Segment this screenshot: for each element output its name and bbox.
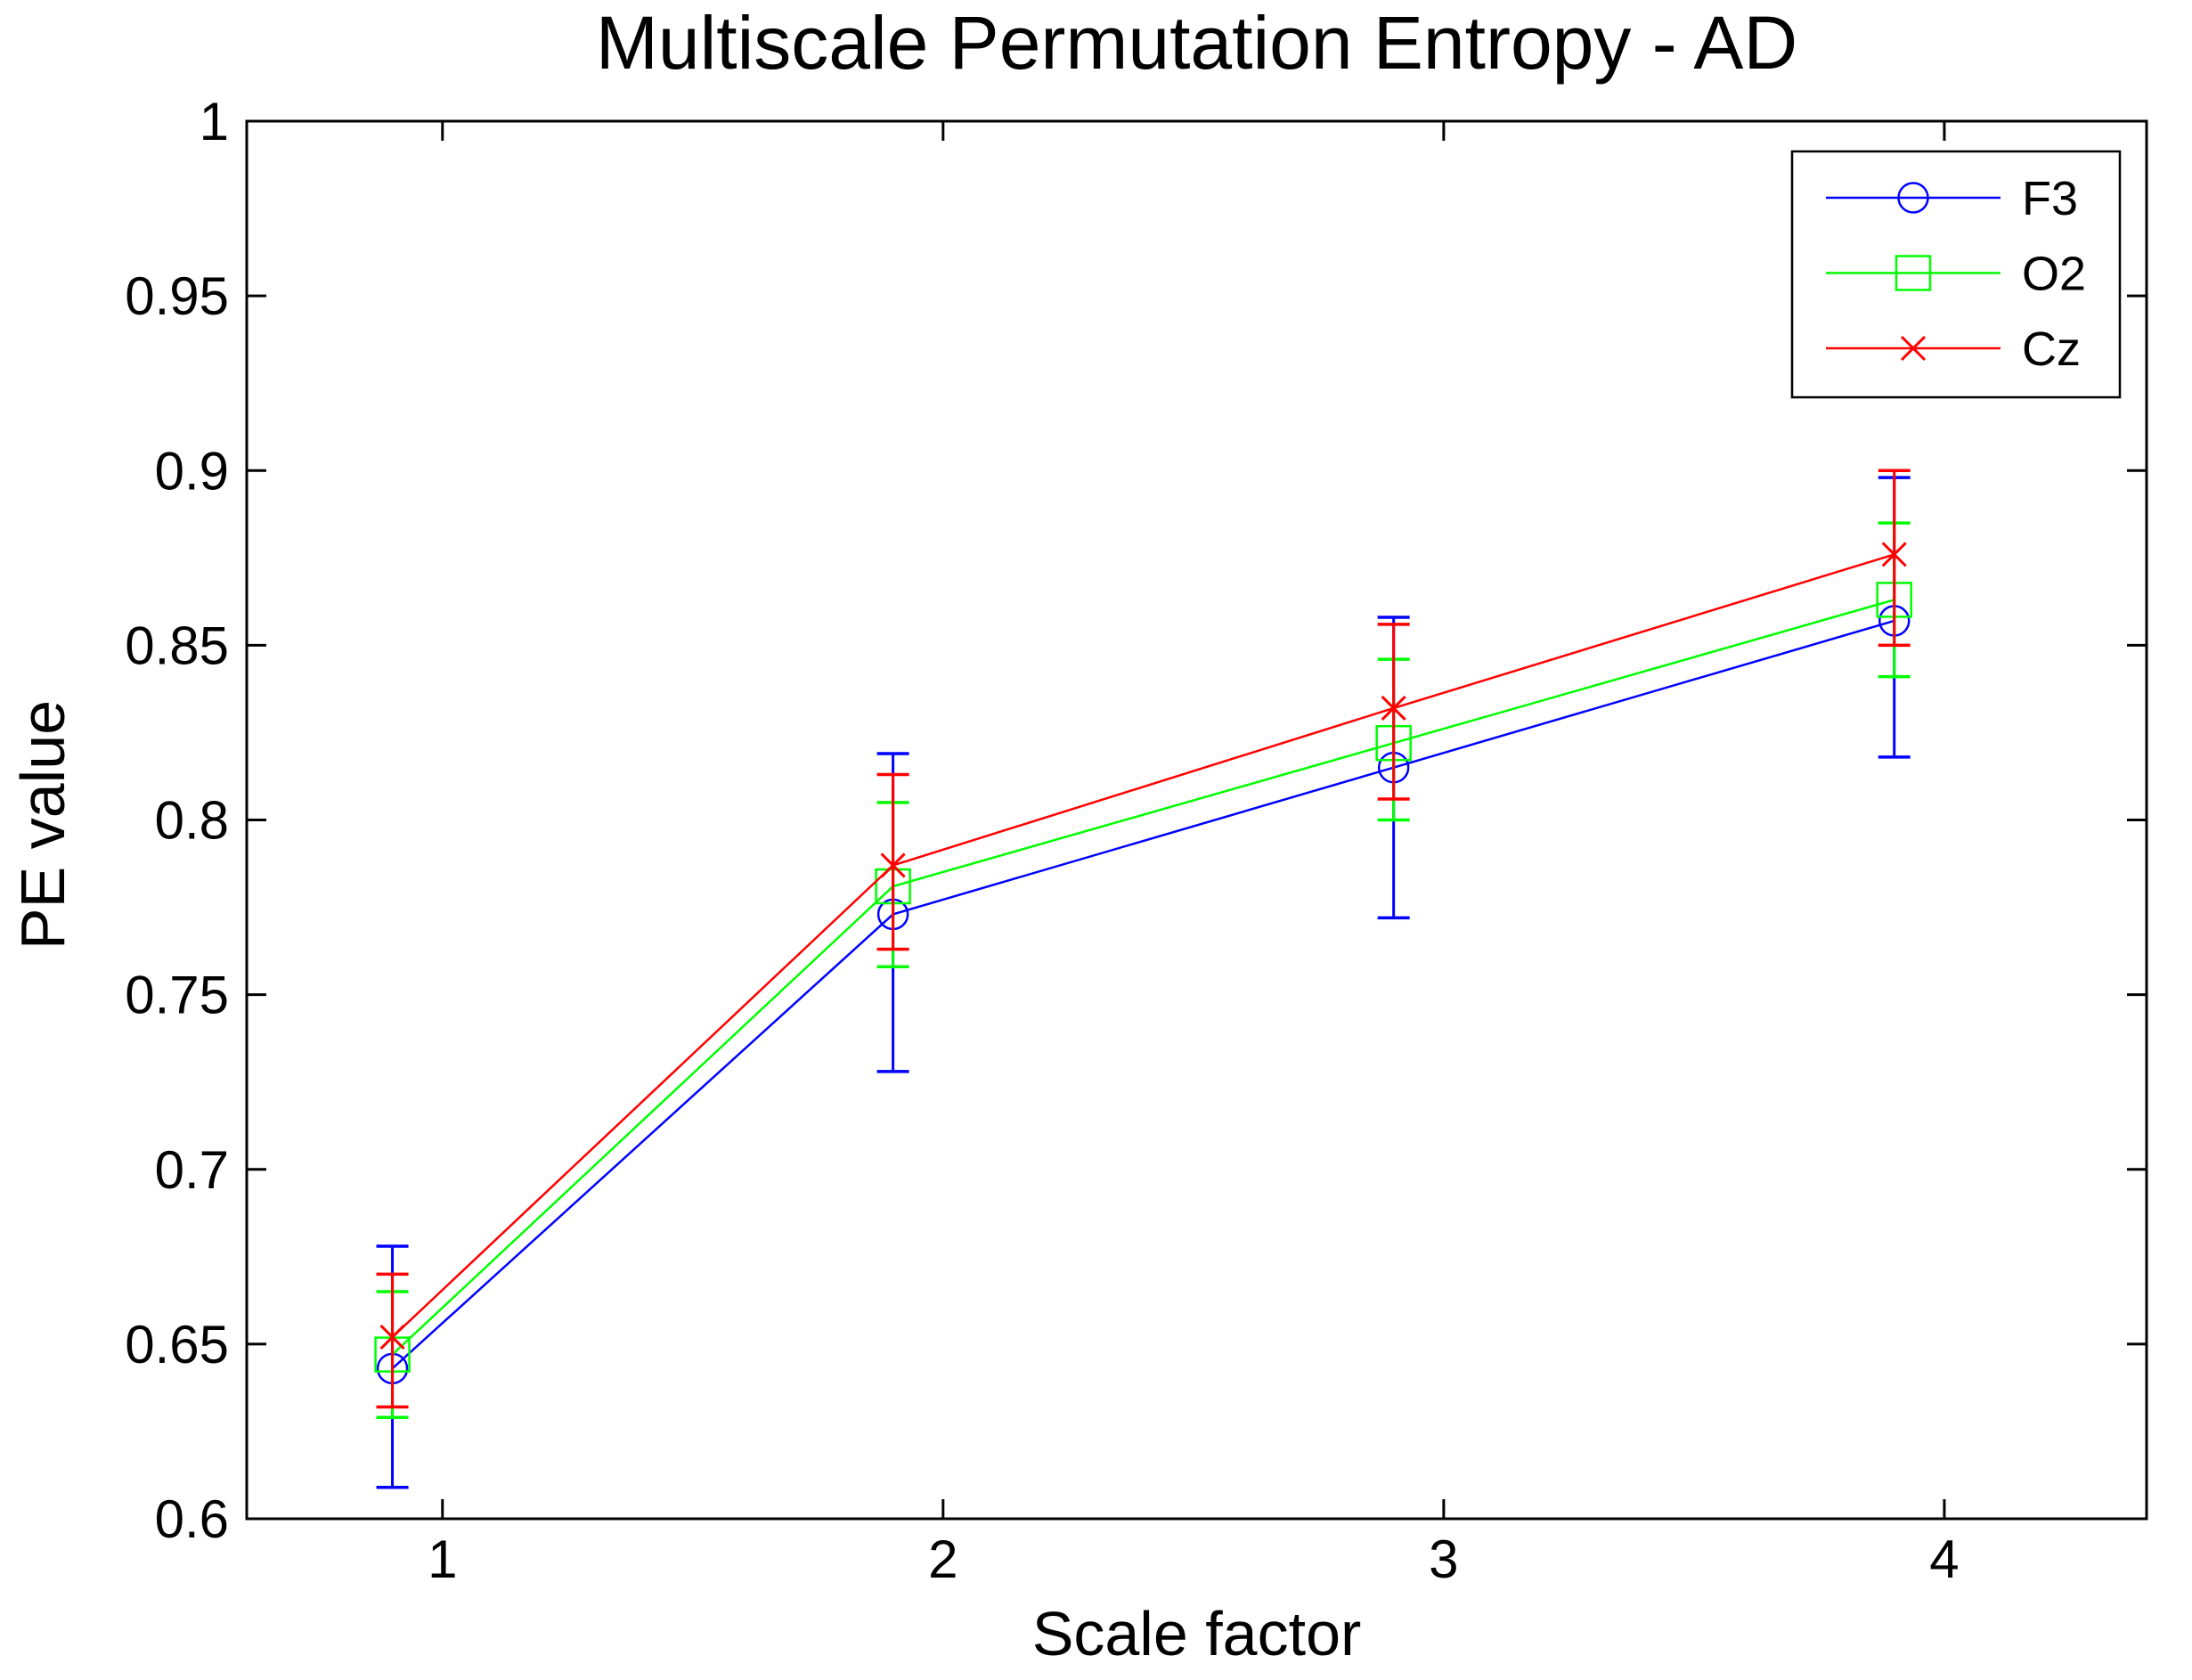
- x-marker: [1381, 695, 1406, 722]
- x-tick-labels: 1 2 3 4: [428, 1529, 1960, 1589]
- y-tick-label: 0.85: [125, 616, 229, 675]
- x-marker: [1900, 335, 1927, 362]
- x-marker: [1881, 542, 1907, 567]
- x-marker: [379, 1324, 405, 1350]
- error-bar: [376, 1272, 409, 1409]
- series-line: [391, 599, 1895, 1356]
- x-tick-label: 3: [1429, 1529, 1458, 1589]
- y-tick-label: 0.6: [155, 1489, 229, 1549]
- series-F3: [376, 476, 1911, 1489]
- y-tick-label: 0.95: [125, 266, 229, 326]
- y-tick-label: 1: [200, 92, 229, 151]
- x-axis-label: Scale factor: [1031, 1599, 1362, 1668]
- tick-marks: [247, 119, 2147, 1521]
- y-tick-label: 0.9: [155, 441, 229, 501]
- legend-box: [1790, 150, 2122, 399]
- y-tick-label: 0.7: [155, 1140, 229, 1200]
- chart-title: Multiscale Permutation Entropy - AD: [595, 1, 1798, 85]
- square-marker: [1895, 255, 1932, 291]
- series-line: [391, 619, 1895, 1370]
- y-tick-label: 0.8: [155, 791, 229, 851]
- y-tick-label: 0.65: [125, 1315, 229, 1374]
- series-Cz: [376, 469, 1911, 1409]
- legend: F3 O2 Cz: [1790, 150, 2122, 399]
- error-bar: [876, 772, 909, 951]
- error-bar: [1878, 469, 1911, 648]
- x-tick-label: 2: [928, 1529, 957, 1589]
- series-O2: [374, 521, 1912, 1419]
- y-axis-label: PE value: [8, 699, 77, 950]
- y-tick-labels: 0.6 0.65 0.7 0.75 0.8 0.85 0.9 0.95 1: [125, 92, 229, 1549]
- x-tick-label: 4: [1929, 1529, 1959, 1589]
- legend-entry-Cz: Cz: [1826, 322, 2081, 376]
- error-bar: [1377, 623, 1410, 801]
- x-marker: [880, 852, 906, 878]
- legend-label: Cz: [2022, 322, 2081, 376]
- legend-label: O2: [2022, 248, 2086, 301]
- legend-entry-O2: O2: [1826, 248, 2086, 301]
- legend-label: F3: [2022, 172, 2078, 225]
- x-tick-label: 1: [428, 1529, 457, 1589]
- series-line: [391, 553, 1895, 1338]
- y-tick-label: 0.75: [125, 966, 229, 1025]
- legend-entry-F3: F3: [1826, 172, 2078, 225]
- circle-marker: [1897, 182, 1929, 214]
